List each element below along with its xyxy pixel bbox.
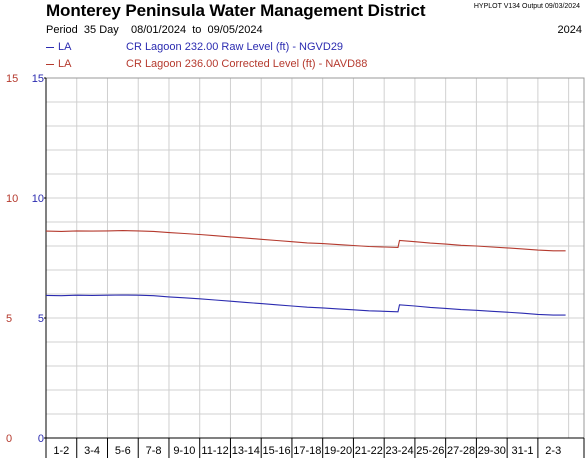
x-tick-label: 7-8 xyxy=(146,445,162,457)
y-tick-label: 10 xyxy=(32,193,44,205)
legend-swatch-raw xyxy=(46,46,54,48)
legend-swatch-corrected xyxy=(46,63,54,65)
end-date: 09/05/2024 xyxy=(207,24,263,36)
x-tick-label: 2-3 xyxy=(545,445,561,457)
x-tick-label: 1-2 xyxy=(53,445,69,457)
x-tick-label: 17-18 xyxy=(293,445,321,457)
series-line-corrected-level xyxy=(45,230,566,252)
y-tick-label-left: 0 xyxy=(6,433,12,445)
period-length: 35 Day xyxy=(83,24,119,36)
y-tick-label-left: 15 xyxy=(6,73,18,85)
legend-site-corrected: LA xyxy=(58,58,72,70)
x-tick-label: 23-24 xyxy=(385,445,413,457)
legend-label-corrected: CR Lagoon 236.00 Corrected Level (ft) - … xyxy=(126,58,368,70)
y-tick-label-left: 5 xyxy=(6,313,12,325)
plot-frame xyxy=(45,77,585,439)
x-tick-label: 21-22 xyxy=(355,445,383,457)
x-tick-label: 9-10 xyxy=(173,445,195,457)
x-tick-label: 19-20 xyxy=(324,445,352,457)
legend-site-raw: LA xyxy=(58,41,72,53)
y-tick-label: 15 xyxy=(32,73,44,85)
y-tick-label: 0 xyxy=(38,433,44,445)
y-tick-label-left: 10 xyxy=(6,193,18,205)
x-tick-label: 29-30 xyxy=(478,445,506,457)
to-word: to xyxy=(192,24,202,36)
page-title: Monterey Peninsula Water Management Dist… xyxy=(46,1,426,20)
x-tick-label: 3-4 xyxy=(84,445,100,457)
legend-entry-corrected: LA CR Lagoon 236.00 Corrected Level (ft) … xyxy=(46,58,367,70)
series-line-raw-level xyxy=(45,294,566,316)
x-tick-label: 5-6 xyxy=(115,445,131,457)
start-date: 08/01/2024 xyxy=(131,24,187,36)
x-tick-label: 31-1 xyxy=(511,445,533,457)
period-line: Period 35 Day 08/01/2024 to 09/05/2024 xyxy=(46,24,263,36)
hyplot-version: HYPLOT V134 Output 09/03/2024 xyxy=(473,3,580,10)
legend-label-raw: CR Lagoon 232.00 Raw Level (ft) - NGVD29 xyxy=(126,41,344,53)
x-tick-label: 15-16 xyxy=(263,445,291,457)
x-tick-label: 25-26 xyxy=(416,445,444,457)
x-tick-label: 11-12 xyxy=(201,445,228,457)
x-tick-label: 13-14 xyxy=(232,445,260,457)
year-label: 2024 xyxy=(557,24,582,36)
y-tick-label: 5 xyxy=(38,313,44,325)
legend-entry-raw: LA CR Lagoon 232.00 Raw Level (ft) - NGVD… xyxy=(46,41,343,53)
period-label: Period xyxy=(46,24,78,36)
x-tick-label: 27-28 xyxy=(447,445,475,457)
